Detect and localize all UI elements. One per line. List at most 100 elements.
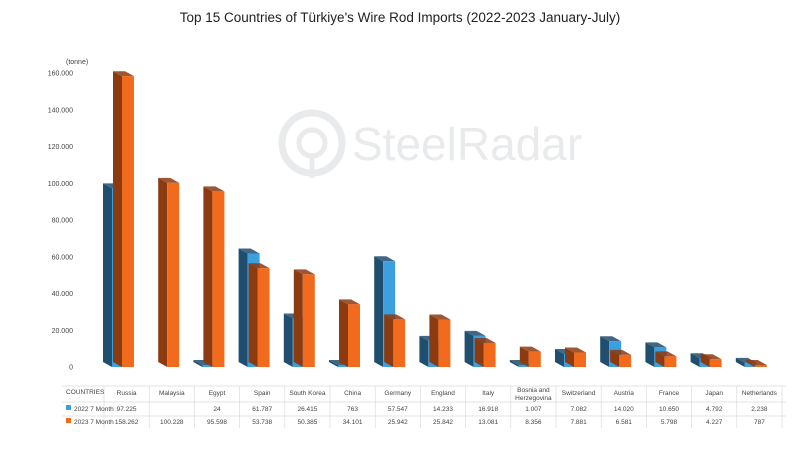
bar-series (103, 71, 767, 367)
watermark-text: SteelRadar (352, 118, 582, 170)
category-label: South Korea (289, 390, 326, 397)
y-tick-label: 160.000 (48, 71, 73, 78)
bar-front (167, 182, 180, 367)
bar-side (339, 299, 348, 367)
bar-top (645, 342, 667, 348)
category-label: Egypt (209, 390, 226, 397)
bar-side (565, 347, 574, 367)
bar-2023-7-month-netherlands (745, 360, 767, 367)
data-label: 25.942 (388, 419, 408, 426)
bar-top (700, 354, 722, 360)
bar-2023-7-month-bosnia-and-herzegovina (519, 346, 541, 367)
category-label: Austria (614, 390, 635, 397)
y-tick-label: 120.000 (48, 144, 73, 151)
category-label: England (431, 390, 455, 397)
bar-side (419, 335, 429, 367)
data-label: 4.227 (706, 419, 723, 426)
bar-front (438, 319, 451, 367)
bar-front (483, 342, 496, 367)
data-label: 97.225 (117, 406, 137, 413)
bar-side (293, 269, 303, 367)
bar-side (248, 263, 258, 367)
bar-side (103, 183, 112, 367)
watermark-logo-icon (278, 109, 346, 177)
bar-front (348, 304, 360, 367)
bar-top (158, 177, 180, 183)
bar-side (610, 349, 620, 367)
category-label: Spain (254, 390, 271, 397)
data-label: 34.101 (343, 419, 363, 426)
table-header-countries: COUNTRIES (66, 389, 105, 396)
y-axis-ticks: 0 20.000 40.000 60.000 80.000 100.000 120.000 1… (48, 71, 73, 372)
data-label: 7.082 (570, 406, 587, 413)
bar-top (238, 248, 260, 254)
data-label: 8.356 (525, 419, 542, 426)
data-label: 24 (213, 406, 221, 413)
data-label: 14.233 (433, 406, 453, 413)
y-tick-label: 20.000 (52, 328, 74, 335)
bar-side (700, 354, 710, 367)
category-label: Switzerland (562, 390, 596, 397)
bar-side (158, 177, 168, 367)
data-label: 7.881 (570, 419, 587, 426)
data-label: 13.081 (478, 419, 498, 426)
bar-side (745, 360, 755, 367)
bar-front (338, 365, 350, 367)
data-label: 5.798 (661, 419, 678, 426)
bar-side (519, 346, 529, 367)
bar-side (735, 357, 745, 367)
bar-side (238, 248, 248, 367)
bar-side (474, 337, 484, 367)
bar-front (518, 365, 531, 367)
y-axis-unit-label: (tonne) (66, 59, 88, 66)
bar-side (645, 342, 655, 367)
y-tick-label: 60.000 (52, 254, 74, 261)
watermark-logo-inner-icon (296, 127, 328, 159)
data-label: 61.787 (252, 406, 272, 413)
data-label: 26.415 (297, 406, 317, 413)
legend-label-2022-7-month: 2022 7 Month (74, 406, 114, 413)
category-label: France (659, 390, 680, 397)
bar-2023-7-month-russia (113, 71, 134, 367)
bar-2023-7-month-switzerland (565, 347, 586, 367)
category-label: Netherlands (742, 390, 778, 397)
legend-swatch-2022-7-month (66, 405, 71, 410)
bar-top (113, 71, 134, 77)
category-label: Germany (384, 390, 411, 397)
bar-top (519, 346, 541, 352)
bar-front (528, 351, 541, 367)
chart-title: Top 15 Countries of Türkiye's Wire Rod I… (179, 10, 621, 25)
category-label: Japan (705, 390, 723, 397)
category-label: Bosnia and Herzegovina (515, 387, 552, 402)
bar-front (709, 359, 722, 367)
data-label: 14.020 (614, 406, 634, 413)
category-label: Russia (117, 390, 137, 397)
bar-2023-7-month-south-korea (293, 269, 315, 367)
data-label: 95.598 (207, 419, 227, 426)
data-label: 4.792 (706, 406, 723, 413)
bar-front (574, 352, 586, 367)
y-tick-label: 140.000 (48, 107, 73, 114)
bar-side (193, 360, 203, 367)
bar-front (744, 362, 757, 367)
bar-side (329, 360, 338, 367)
category-label: China (344, 390, 361, 397)
bar-top (293, 269, 315, 275)
bar-top (248, 263, 270, 269)
bar-side (555, 348, 564, 367)
data-label: 1.007 (525, 406, 542, 413)
y-tick-label: 40.000 (52, 291, 74, 298)
bar-side (655, 351, 665, 367)
data-label: 16.918 (478, 406, 498, 413)
data-label: 787 (754, 419, 765, 426)
bar-top (474, 337, 496, 343)
bar-2023-7-month-italy (474, 337, 496, 367)
bar-front (257, 268, 270, 367)
bar-top (429, 314, 451, 320)
bar-side (429, 314, 439, 367)
steelradar-watermark: SteelRadar (278, 109, 582, 178)
bar-top (745, 360, 767, 365)
bar-top (384, 314, 406, 320)
bar-side (509, 360, 519, 367)
